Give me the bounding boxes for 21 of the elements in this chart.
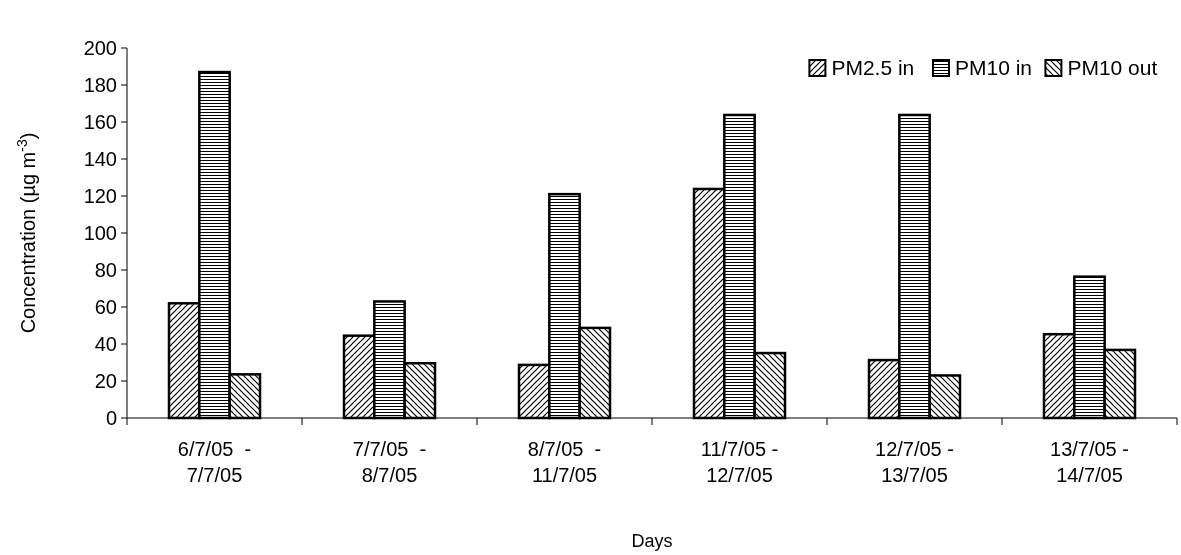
- legend-label: PM10 out: [1067, 56, 1158, 80]
- x-tick-label: 7/7/05 - 8/7/05: [352, 438, 427, 486]
- y-tick-label: 20: [94, 370, 117, 392]
- x-tick-label: 6/7/05 - 7/7/05: [177, 438, 252, 486]
- x-tick-label: 12/7/05 - 13/7/05: [875, 438, 954, 486]
- y-tick-label: 180: [83, 74, 117, 96]
- x-tick-label: 8/7/05 - 11/7/05: [527, 438, 602, 486]
- x-tick-label: 11/7/05 - 12/7/05: [700, 438, 779, 486]
- y-tick-label: 160: [83, 111, 117, 133]
- y-tick-label: 140: [83, 148, 117, 170]
- y-tick-label: 0: [105, 407, 117, 429]
- legend-label: PM10 in: [955, 56, 1033, 80]
- y-tick-label: 120: [83, 185, 117, 207]
- y-tick-label: 80: [94, 259, 117, 281]
- x-tick-label: 13/7/05 - 14/7/05: [1050, 438, 1129, 486]
- y-tick-label: 40: [94, 333, 117, 355]
- y-tick-label: 100: [83, 222, 117, 244]
- y-tick-label: 200: [83, 37, 117, 59]
- x-axis-title: Days: [631, 531, 673, 551]
- legend-label: PM2.5 in: [831, 56, 915, 80]
- y-tick-label: 60: [94, 296, 117, 318]
